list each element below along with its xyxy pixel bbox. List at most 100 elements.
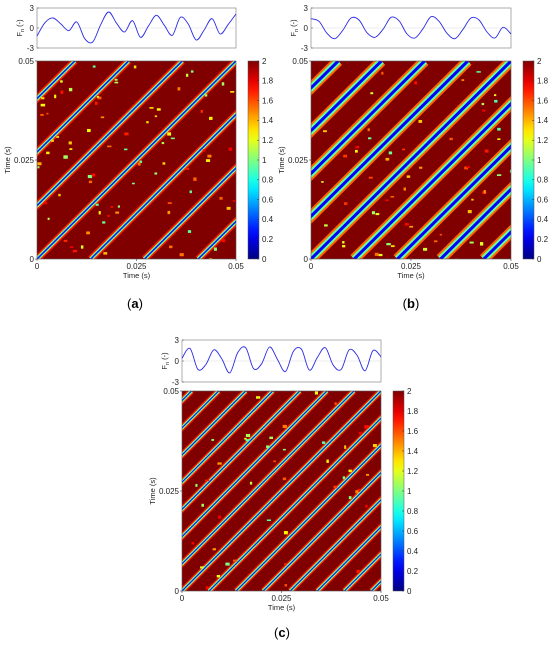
recurrence-patch xyxy=(342,245,346,248)
colorbar-tick-label: 0.6 xyxy=(407,527,419,536)
recurrence-patch xyxy=(467,209,472,214)
panel-3: 3 0 -3 Fn (-) 0 0.025 0.05 0 0.025 0.05 Time (s) Tim… xyxy=(148,336,550,640)
matrix-ytick-label: 0.025 xyxy=(14,156,35,165)
recurrence-patch xyxy=(91,173,96,177)
recurrence-patch xyxy=(464,166,468,170)
recurrence-patch xyxy=(47,217,50,220)
matrix-ytick-label: 0 xyxy=(304,255,309,264)
recurrence-patch xyxy=(365,504,368,508)
recurrence-patch xyxy=(107,215,110,217)
recurrence-patch xyxy=(179,253,184,257)
signal-ylabel-sub: n xyxy=(294,29,300,32)
recurrence-patch xyxy=(509,169,511,173)
recurrence-diagonal xyxy=(311,61,426,176)
recurrence-diagonal xyxy=(182,391,220,429)
recurrence-patch xyxy=(205,586,209,590)
colorbar-tick-label: 1.2 xyxy=(407,467,419,476)
matrix-xlabel: Time (s) xyxy=(123,271,151,280)
recurrence-patch xyxy=(189,190,192,194)
recurrence-diagonal xyxy=(182,391,381,591)
recurrence-patch xyxy=(87,174,93,179)
recurrence-diagonal xyxy=(90,113,236,259)
recurrence-patch xyxy=(357,488,361,492)
signal-ytick-label: 3 xyxy=(30,4,35,13)
recurrence-diagonal xyxy=(37,61,236,259)
signal-ytick-label: -3 xyxy=(301,44,309,53)
panel-label-letter: b xyxy=(407,296,415,311)
recurrence-patch xyxy=(72,250,78,253)
colorbar-tick-label: 1.4 xyxy=(262,116,274,125)
recurrence-patch xyxy=(37,162,42,166)
recurrence-patch xyxy=(368,176,373,179)
recurrence-patch xyxy=(324,224,328,227)
matrix-ytick-label: 0.05 xyxy=(292,57,308,66)
recurrence-patch xyxy=(167,132,172,136)
recurrence-patch xyxy=(110,206,114,208)
recurrence-patch xyxy=(282,448,286,451)
recurrence-patch xyxy=(56,136,60,138)
colorbar-tick-label: 2 xyxy=(407,387,412,396)
recurrence-patch xyxy=(469,241,474,244)
recurrence-patch xyxy=(162,162,166,165)
recurrence-diagonal xyxy=(399,391,550,591)
recurrence-patch xyxy=(494,99,498,103)
recurrence-patch xyxy=(282,477,287,481)
recurrence-patch xyxy=(283,531,288,535)
recurrence-patch xyxy=(69,246,74,248)
recurrence-patch xyxy=(314,391,318,395)
colorbar-tick-label: 1.2 xyxy=(262,136,274,145)
recurrence-patch xyxy=(245,439,250,442)
colorbar-tick-label: 0.2 xyxy=(407,567,419,576)
panel-1: 3 0 -3 Fn (-) 0 0.025 0.05 0 0.025 0.05 Time (s) Tim… xyxy=(3,4,274,311)
recurrence-patch xyxy=(439,233,443,236)
recurrence-patch xyxy=(343,202,348,205)
recurrence-diagonal xyxy=(37,61,76,100)
recurrence-patch xyxy=(87,128,91,133)
recurrence-patch xyxy=(403,187,406,191)
colorbar: 0 0.2 0.4 0.6 0.8 1 1.2 1.4 1.6 1.8 2 xyxy=(522,57,549,264)
recurrence-patch xyxy=(41,97,45,100)
recurrence-diagonal xyxy=(439,187,511,259)
colorbar-tick-label: 0.8 xyxy=(262,176,274,185)
signal-ylabel-main: F xyxy=(160,365,169,370)
panel-label-open: ( xyxy=(274,625,279,640)
signal-plot: 3 0 -3 Fn (-) xyxy=(289,4,512,53)
signal-ylabel-sub: n xyxy=(165,362,171,365)
recurrence-patch xyxy=(282,424,287,429)
recurrence-patch xyxy=(423,247,428,251)
recurrence-patch xyxy=(200,109,203,113)
signal-ytick-label: 0 xyxy=(30,24,35,33)
recurrence-diagonal xyxy=(426,391,550,591)
recurrence-patch xyxy=(207,154,212,158)
recurrence-patch xyxy=(466,166,470,169)
matrix-ytick-label: 0 xyxy=(175,587,180,596)
recurrence-patch xyxy=(496,174,502,176)
colorbar-tick-label: 2 xyxy=(537,57,542,66)
recurrence-patch xyxy=(414,81,418,85)
signal-ylabel-main: F xyxy=(289,32,298,37)
recurrence-patch xyxy=(232,200,236,202)
matrix-ytick-label: 0.05 xyxy=(18,57,34,66)
recurrence-diagonal xyxy=(143,166,236,259)
recurrence-patch xyxy=(58,193,61,197)
recurrence-patch xyxy=(343,154,348,158)
recurrence-patch xyxy=(213,247,217,251)
recurrence-patch xyxy=(117,205,120,208)
matrix-ylabel: Time (s) xyxy=(148,477,157,505)
recurrence-patch xyxy=(255,396,261,399)
recurrence-matrix: 0 0.025 0.05 0 0.025 0.05 Time (s) Time (s) xyxy=(277,57,519,280)
colorbar-tick-label: 1.8 xyxy=(407,407,419,416)
recurrence-patch xyxy=(385,199,389,202)
matrix-xtick-label: 0 xyxy=(309,262,314,271)
recurrence-diagonal xyxy=(399,391,550,591)
recurrence-patch xyxy=(355,146,360,149)
matrix-xtick-label: 0 xyxy=(180,594,185,603)
recurrence-patch xyxy=(37,166,40,169)
panel-label: (b) xyxy=(403,296,420,311)
signal-ytick-label: 3 xyxy=(304,4,309,13)
panel-label-letter: a xyxy=(131,296,139,311)
colorbar-tick-label: 1 xyxy=(262,156,267,165)
colorbar: 0 0.2 0.4 0.6 0.8 1 1.2 1.4 1.6 1.8 2 xyxy=(247,57,274,264)
recurrence-patch xyxy=(54,94,57,99)
colorbar-tick-label: 0.6 xyxy=(537,195,549,204)
